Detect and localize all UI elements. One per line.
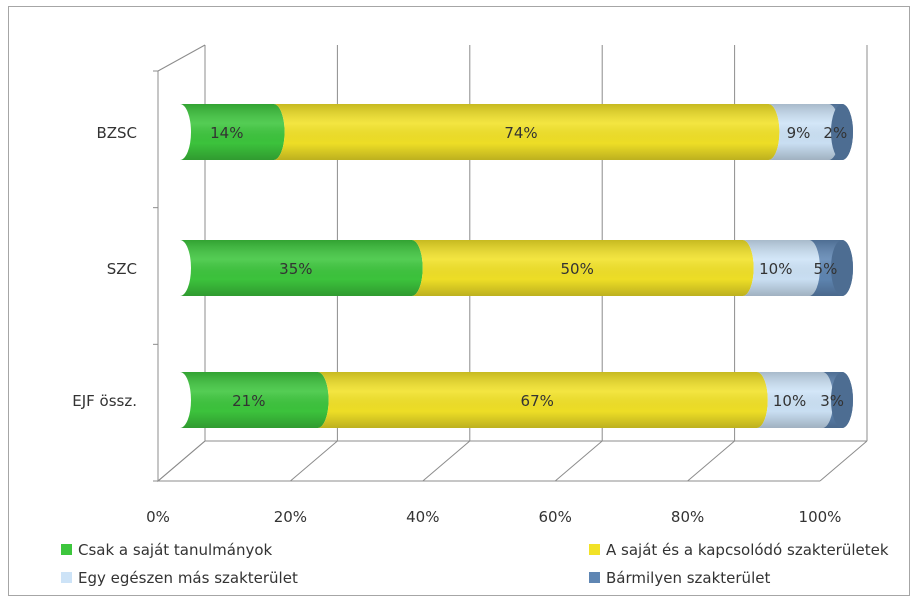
data-label: 14% [210, 124, 243, 142]
bar-group: 14% 74% 9% 2% [180, 104, 853, 160]
data-label: 50% [561, 260, 594, 278]
bar-end-cap [831, 372, 853, 428]
floor-gridline [554, 440, 603, 482]
data-label: 5% [814, 260, 838, 278]
category-label: SZC [107, 260, 137, 278]
data-label: 67% [521, 392, 554, 410]
data-label: 9% [787, 124, 811, 142]
bar-segment-shading [742, 240, 820, 297]
bar-group: 35% 50% 10% 5% [180, 240, 853, 297]
bar-segment-shading [756, 372, 834, 429]
bar-segment-shading [768, 104, 840, 160]
legend-label: Bármilyen szakterület [606, 569, 770, 587]
category-label: BZSC [96, 124, 137, 142]
bar-segment-shading [180, 104, 285, 160]
x-tick-label: 80% [671, 508, 704, 526]
left-wall-top-edge [157, 44, 206, 72]
data-label: 74% [504, 124, 537, 142]
legend-swatch [589, 544, 600, 555]
legend-swatch [61, 544, 72, 555]
legend-swatch [589, 572, 600, 583]
bar-end-cap-shade [831, 240, 853, 296]
chart-frame: 14% 74% 9% 2% 35% 50% 10% 5% 21% 67% 10% 3% BZSC SZC… [8, 6, 910, 596]
data-label: 3% [820, 392, 844, 410]
data-label: 35% [279, 260, 312, 278]
value-axis-ticks: 0% 20% 40% 60% 80% 100% [146, 508, 841, 526]
floor-gridline [687, 440, 735, 482]
data-label: 2% [823, 124, 847, 142]
bar-segment-shading [317, 372, 768, 429]
x-tick-label: 20% [274, 508, 307, 526]
x-tick-label: 100% [799, 508, 842, 526]
bar-segment-shading [180, 240, 423, 296]
bars: 14% 74% 9% 2% 35% 50% 10% 5% 21% 67% 10% 3% [180, 104, 853, 429]
x-tick-label: 40% [406, 508, 439, 526]
bar-segment-shading [273, 104, 780, 160]
legend-label: Egy egészen más szakterület [78, 569, 298, 587]
floor-gridline [422, 440, 471, 482]
category-label: EJF össz. [72, 392, 137, 410]
legend-label: Csak a saját tanulmányok [78, 541, 273, 559]
x-tick-label: 0% [146, 508, 170, 526]
bar-end-cap [831, 240, 853, 296]
data-label: 10% [759, 260, 792, 278]
floor-gridline [290, 440, 338, 482]
floor-gridline [819, 440, 868, 482]
bar-end-cap-shade [831, 104, 853, 160]
bar-segment-shading [180, 372, 329, 428]
data-label: 10% [773, 392, 806, 410]
bar-end-cap-shade [831, 372, 853, 428]
floor-gridline [157, 440, 206, 482]
bar-end-cap [831, 104, 853, 160]
data-label: 21% [232, 392, 265, 410]
legend: Csak a saját tanulmányok A saját és a kap… [61, 541, 889, 587]
chart-svg: 14% 74% 9% 2% 35% 50% 10% 5% 21% 67% 10% 3% BZSC SZC… [61, 44, 889, 587]
category-axis-labels: BZSC SZC EJF össz. [72, 124, 137, 410]
legend-swatch [61, 572, 72, 583]
x-tick-label: 60% [539, 508, 572, 526]
bar-group: 21% 67% 10% 3% [180, 372, 853, 429]
bar-segment-shading [411, 240, 754, 297]
legend-label: A saját és a kapcsolódó szakterületek [606, 541, 889, 559]
